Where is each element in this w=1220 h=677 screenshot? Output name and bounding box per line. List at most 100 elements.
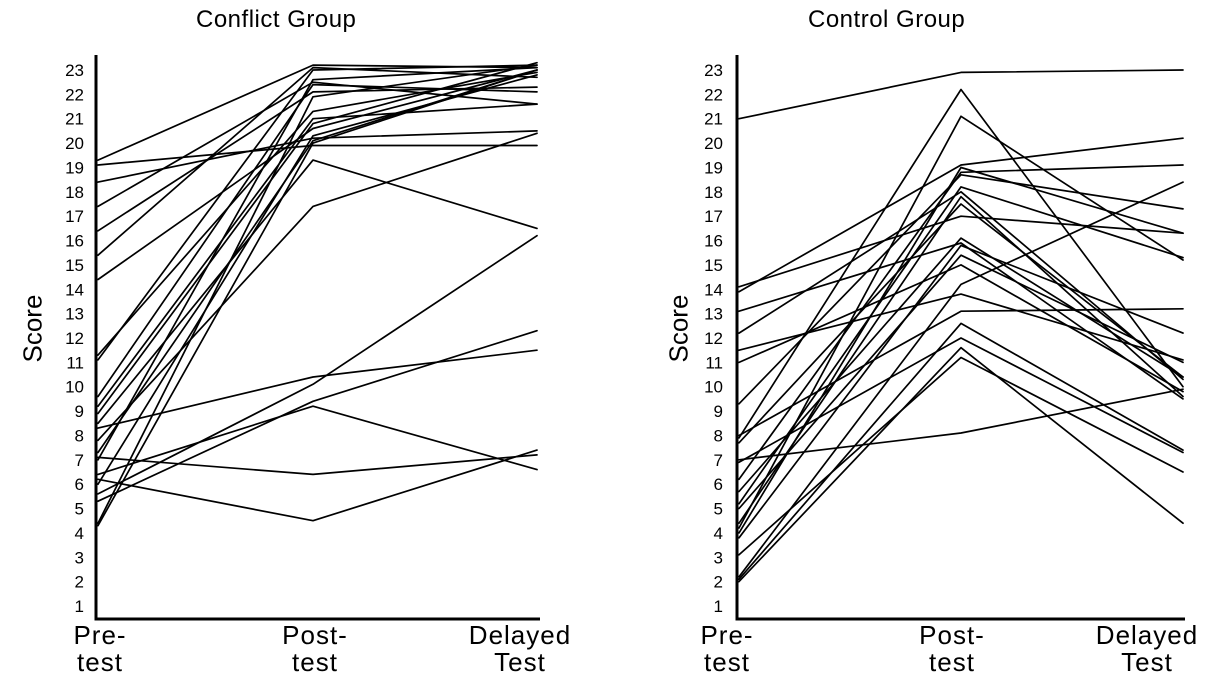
series-line-5 bbox=[738, 190, 1184, 381]
y-tick-label: 12 bbox=[704, 329, 723, 348]
series-line-23 bbox=[738, 322, 1184, 581]
series-line-1 bbox=[738, 69, 1184, 120]
series-line-7 bbox=[738, 264, 1184, 393]
series-line-20 bbox=[97, 449, 538, 522]
y-tick-label: 10 bbox=[704, 378, 723, 397]
y-tick-label: 18 bbox=[65, 183, 84, 202]
series-line-14 bbox=[97, 349, 538, 429]
y-tick-label: 18 bbox=[704, 183, 723, 202]
series-line-21 bbox=[738, 244, 1184, 539]
series-line-8 bbox=[738, 173, 1184, 405]
series-line-4 bbox=[738, 242, 1184, 400]
y-tick-label: 14 bbox=[704, 280, 723, 299]
conflict-group-chart: Conflict Group Score 1 2 3 4 5 6 7 8 9 10 11 12 13 14… bbox=[0, 0, 610, 676]
series-line-25 bbox=[738, 181, 1184, 578]
y-tick-label: 9 bbox=[75, 402, 84, 421]
series-line-22 bbox=[97, 234, 538, 495]
series-line-18 bbox=[738, 195, 1184, 525]
y-tick-label: 23 bbox=[704, 61, 723, 80]
y-tick-label: 17 bbox=[704, 207, 723, 226]
series-line-18 bbox=[97, 66, 538, 461]
series-line-4 bbox=[97, 81, 538, 208]
y-tick-label: 5 bbox=[714, 500, 723, 519]
y-tick-label: 16 bbox=[704, 232, 723, 251]
y-tick-label: 5 bbox=[75, 500, 84, 519]
series-line-13 bbox=[97, 159, 538, 425]
series-line-24 bbox=[738, 346, 1184, 583]
category-label-pretest: Pre-test bbox=[73, 620, 127, 677]
y-tick-label: 6 bbox=[714, 475, 723, 494]
y-tick-label: 1 bbox=[75, 597, 84, 616]
y-tick-label: 8 bbox=[714, 426, 723, 445]
y-tick-label: 21 bbox=[65, 110, 84, 129]
y-tick-label: 15 bbox=[65, 256, 84, 275]
y-tick-label: 2 bbox=[714, 573, 723, 592]
y-tick-label: 9 bbox=[714, 402, 723, 421]
series-line-15 bbox=[97, 132, 538, 442]
y-tick-label: 21 bbox=[704, 110, 723, 129]
y-tick-label: 12 bbox=[65, 329, 84, 348]
y-tick-label: 19 bbox=[704, 158, 723, 177]
series-line-12 bbox=[97, 61, 538, 415]
series-line-2 bbox=[738, 215, 1184, 288]
series-line-11 bbox=[738, 203, 1184, 444]
chart-title: Conflict Group bbox=[196, 6, 357, 33]
y-tick-label: 10 bbox=[65, 378, 84, 397]
series-line-6 bbox=[738, 293, 1184, 361]
category-label-posttest: Post-test bbox=[282, 620, 348, 677]
series-line-17 bbox=[738, 254, 1184, 510]
series-line-22 bbox=[738, 356, 1184, 556]
series-line-10 bbox=[738, 88, 1184, 439]
y-tick-label: 11 bbox=[66, 353, 84, 372]
series-line-9 bbox=[738, 307, 1184, 437]
series-line-11 bbox=[97, 103, 538, 408]
category-label-posttest: Post-test bbox=[919, 620, 985, 677]
series-line-19 bbox=[97, 405, 538, 476]
series-line-12 bbox=[738, 388, 1184, 461]
chart-title: Control Group bbox=[808, 6, 966, 33]
y-tick-label: 22 bbox=[704, 85, 723, 104]
y-tick-label: 8 bbox=[75, 426, 84, 445]
series-line-7 bbox=[97, 69, 538, 281]
y-tick-label: 19 bbox=[65, 158, 84, 177]
category-label-pretest: Pre-test bbox=[700, 620, 754, 677]
y-tick-label: 11 bbox=[705, 353, 723, 372]
y-tick-label: 20 bbox=[65, 134, 84, 153]
y-tick-label: 3 bbox=[75, 548, 84, 567]
y-tick-label: 7 bbox=[75, 451, 84, 470]
series-line-10 bbox=[97, 83, 538, 398]
series-line-3 bbox=[738, 137, 1184, 293]
series-line-3 bbox=[97, 130, 538, 183]
y-tick-label: 13 bbox=[704, 305, 723, 324]
series-line-15 bbox=[738, 237, 1184, 493]
category-label-delayed-test: Delayed Test bbox=[468, 620, 572, 677]
control-group-chart: Control Group Score 1 2 3 4 5 6 7 8 9 10 11 12 13 14 1… bbox=[610, 0, 1220, 676]
y-tick-label: 23 bbox=[65, 61, 84, 80]
y-tick-label: 16 bbox=[65, 232, 84, 251]
y-tick-label: 6 bbox=[75, 475, 84, 494]
y-tick-label: 7 bbox=[714, 451, 723, 470]
y-tick-label: 4 bbox=[714, 524, 723, 543]
y-tick-label: 20 bbox=[704, 134, 723, 153]
y-tick-label: 3 bbox=[714, 548, 723, 567]
y-tick-label: 14 bbox=[65, 280, 84, 299]
series-line-20 bbox=[738, 166, 1184, 534]
series-line-8 bbox=[97, 71, 538, 356]
y-tick-label: 1 bbox=[714, 597, 723, 616]
series-line-9 bbox=[97, 64, 538, 361]
series-line-17 bbox=[97, 454, 538, 476]
series-line-23 bbox=[97, 329, 538, 503]
category-label-delayed-test: Delayed Test bbox=[1095, 620, 1199, 677]
y-tick-label: 2 bbox=[75, 573, 84, 592]
series-line-25 bbox=[97, 69, 538, 527]
series-line-2 bbox=[97, 144, 538, 166]
y-tick-label: 15 bbox=[704, 256, 723, 275]
y-tick-label: 13 bbox=[65, 305, 84, 324]
y-tick-label: 17 bbox=[65, 207, 84, 226]
y-tick-label: 22 bbox=[65, 85, 84, 104]
series-line-16 bbox=[738, 186, 1184, 505]
series-line-14 bbox=[738, 164, 1184, 481]
y-tick-label: 4 bbox=[75, 524, 84, 543]
